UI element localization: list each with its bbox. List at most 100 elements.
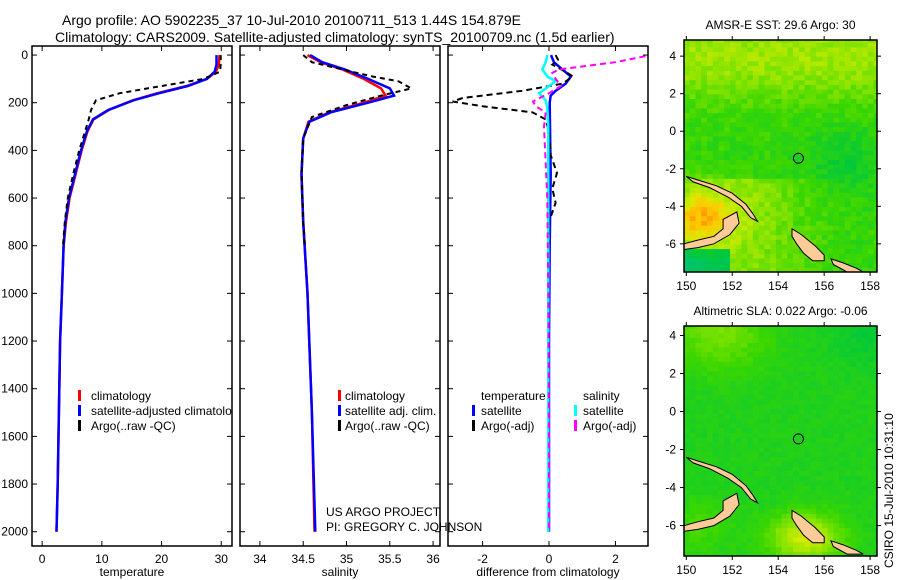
map-cell bbox=[695, 154, 702, 160]
map-cell bbox=[873, 253, 877, 259]
map-cell bbox=[798, 508, 806, 514]
map-cell bbox=[833, 42, 840, 48]
map-cell bbox=[856, 399, 863, 405]
map-cell bbox=[724, 351, 731, 358]
map-cell bbox=[735, 489, 742, 495]
map-cell bbox=[827, 225, 834, 231]
map-cell bbox=[816, 150, 823, 156]
map-cell bbox=[741, 211, 748, 217]
map-cell bbox=[827, 370, 834, 377]
map-cell bbox=[867, 164, 875, 170]
map-cell bbox=[781, 93, 788, 99]
map-cell bbox=[867, 121, 875, 128]
map-cell bbox=[793, 532, 800, 538]
map-cell bbox=[689, 332, 696, 339]
map-cell bbox=[867, 442, 875, 448]
map-cell bbox=[764, 375, 771, 381]
map-cell bbox=[839, 437, 846, 443]
map-cell bbox=[689, 182, 696, 189]
map-cell bbox=[747, 126, 754, 132]
map-cell bbox=[695, 537, 702, 543]
map-cell bbox=[781, 342, 788, 348]
map-cell bbox=[752, 394, 760, 400]
map-cell bbox=[707, 89, 714, 95]
map-cell bbox=[735, 380, 742, 386]
map-cell bbox=[867, 84, 875, 90]
map-cell bbox=[873, 494, 877, 500]
map-cell bbox=[816, 126, 823, 132]
map-cell bbox=[787, 484, 794, 491]
map-cell bbox=[850, 470, 857, 476]
map-cell bbox=[839, 98, 846, 104]
map-cell bbox=[781, 475, 788, 481]
map-cell bbox=[827, 46, 834, 53]
map-cell bbox=[816, 413, 823, 419]
map-cell bbox=[816, 42, 823, 48]
map-cell bbox=[810, 60, 817, 67]
legend-swatch-temp-argo bbox=[472, 420, 475, 431]
map-cell bbox=[856, 427, 863, 434]
legend-label: climatology bbox=[345, 389, 405, 403]
map-cell bbox=[747, 89, 754, 95]
map-cell bbox=[684, 60, 691, 67]
map-cell bbox=[684, 427, 691, 434]
map-cell bbox=[850, 384, 857, 391]
map-cell bbox=[775, 389, 783, 396]
map-cell bbox=[850, 508, 857, 514]
map-cell bbox=[770, 89, 777, 95]
map-cell bbox=[764, 432, 771, 438]
map-cell bbox=[833, 446, 840, 453]
map-cell bbox=[804, 427, 811, 434]
map-cell bbox=[741, 461, 748, 467]
map-cell bbox=[839, 84, 846, 90]
map-cell bbox=[844, 451, 852, 457]
map-cell bbox=[730, 522, 737, 529]
map-cell bbox=[781, 112, 788, 118]
map-cell bbox=[850, 465, 857, 472]
map-cell bbox=[741, 394, 748, 400]
map-cell bbox=[821, 220, 829, 226]
map-cell bbox=[804, 168, 811, 175]
map-cell bbox=[730, 342, 737, 348]
map-cell bbox=[850, 332, 857, 339]
map-cell bbox=[718, 60, 725, 67]
map-cell bbox=[856, 361, 863, 367]
map-cell bbox=[701, 365, 708, 372]
map-cell bbox=[810, 117, 817, 123]
map-cell bbox=[862, 432, 869, 438]
map-cell bbox=[724, 413, 731, 419]
map-cell bbox=[827, 403, 834, 410]
map-cell bbox=[821, 499, 829, 505]
map-cell bbox=[724, 187, 731, 193]
map-cell bbox=[730, 551, 737, 556]
map-cell bbox=[862, 159, 869, 165]
map-cell bbox=[701, 446, 708, 453]
land-polygon bbox=[684, 492, 740, 532]
map-cell bbox=[833, 342, 840, 348]
map-cell bbox=[867, 537, 875, 543]
map-cell bbox=[752, 432, 760, 438]
map-cell bbox=[724, 135, 731, 142]
map-cell bbox=[730, 131, 737, 137]
map-cell bbox=[867, 326, 875, 329]
map-cell bbox=[781, 164, 788, 170]
map-cell bbox=[718, 201, 725, 207]
map-cell bbox=[867, 399, 875, 405]
map-cell bbox=[752, 89, 760, 95]
map-cell bbox=[781, 370, 788, 377]
map-cell bbox=[707, 267, 714, 272]
map-cell bbox=[764, 456, 771, 462]
map-cell bbox=[798, 211, 806, 217]
map-cell bbox=[712, 121, 719, 128]
map-cell bbox=[793, 145, 800, 151]
map-cell bbox=[821, 442, 829, 448]
map-cell bbox=[833, 51, 840, 57]
map-cell bbox=[850, 342, 857, 348]
map-cell bbox=[701, 56, 708, 62]
map-cell bbox=[758, 154, 765, 160]
map-cell bbox=[775, 248, 783, 254]
map-cell bbox=[810, 215, 817, 221]
map-cell bbox=[718, 89, 725, 95]
map-cell bbox=[873, 267, 877, 272]
map-cell bbox=[787, 206, 794, 212]
